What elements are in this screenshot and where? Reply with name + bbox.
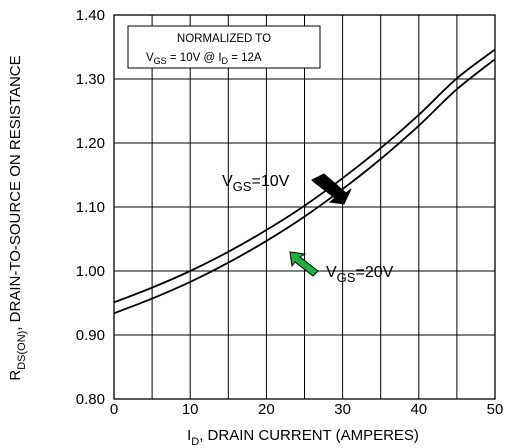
x-tick-label: 50 [487,401,504,418]
y-tick-label: 1.10 [76,199,105,216]
x-tick-label: 40 [410,401,427,418]
note-id-sub: D [222,56,229,66]
note-id-rest: = 12A [228,52,262,64]
y-tick-label: 1.30 [76,71,105,88]
note-line-2: VGS = 10V @ ID = 12A [146,52,262,66]
series-line-vgs20 [113,58,496,315]
series-label-vgs10-main: V [222,173,233,190]
y-tick-label: 1.20 [76,135,105,152]
x-axis-title-rest: , DRAIN CURRENT (AMPERES) [199,427,419,444]
y-tick-label: 1.00 [76,263,105,280]
y-axis-title: RDS(ON), DRAIN-TO-SOURCE ON RESISTANCE [7,55,28,380]
x-tick-label: 0 [110,401,118,418]
series-label-vgs10: VGS=10V [222,173,290,194]
x-tick-label: 20 [258,401,275,418]
series-label-vgs20-sub: GS [337,270,356,285]
y-axis-title-main: R [7,370,24,381]
y-axis-title-sub: DS(ON) [16,331,28,370]
series-label-vgs20: VGS=20V [326,264,394,285]
series-line-vgs10 [113,48,496,304]
y-tick-labels: 0.80 0.90 1.00 1.10 1.20 1.30 1.40 [76,7,105,408]
note-line-1: NORMALIZED TO [177,33,271,45]
x-tick-label: 10 [182,401,199,418]
note-vgs-main: V [146,52,154,64]
x-tick-labels: 0 10 20 30 40 50 [110,401,504,418]
series-curves [113,48,496,315]
y-tick-label: 1.40 [76,7,105,24]
arrow-icon-vgs10 [311,173,352,205]
x-axis-title: ID, DRAIN CURRENT (AMPERES) [187,427,419,448]
x-axis-title-sub: D [191,436,199,448]
normalization-note: NORMALIZED TO VGS = 10V @ ID = 12A [127,25,321,69]
note-vgs-rest: = 10V @ I [167,52,222,64]
note-box [127,25,321,69]
note-vgs-sub: GS [154,56,167,66]
y-tick-label: 0.80 [76,391,105,408]
series-label-vgs20-main: V [326,264,337,281]
x-axis-title-main: I [187,427,191,444]
x-tick-label: 30 [334,401,351,418]
y-tick-label: 0.90 [76,327,105,344]
series-label-vgs10-rest: =10V [251,173,289,190]
series-label-vgs20-rest: =20V [355,264,393,281]
arrow-icon-vgs20 [289,251,319,277]
series-label-vgs10-sub: GS [233,179,252,194]
y-axis-title-rest: , DRAIN-TO-SOURCE ON RESISTANCE [7,55,24,330]
